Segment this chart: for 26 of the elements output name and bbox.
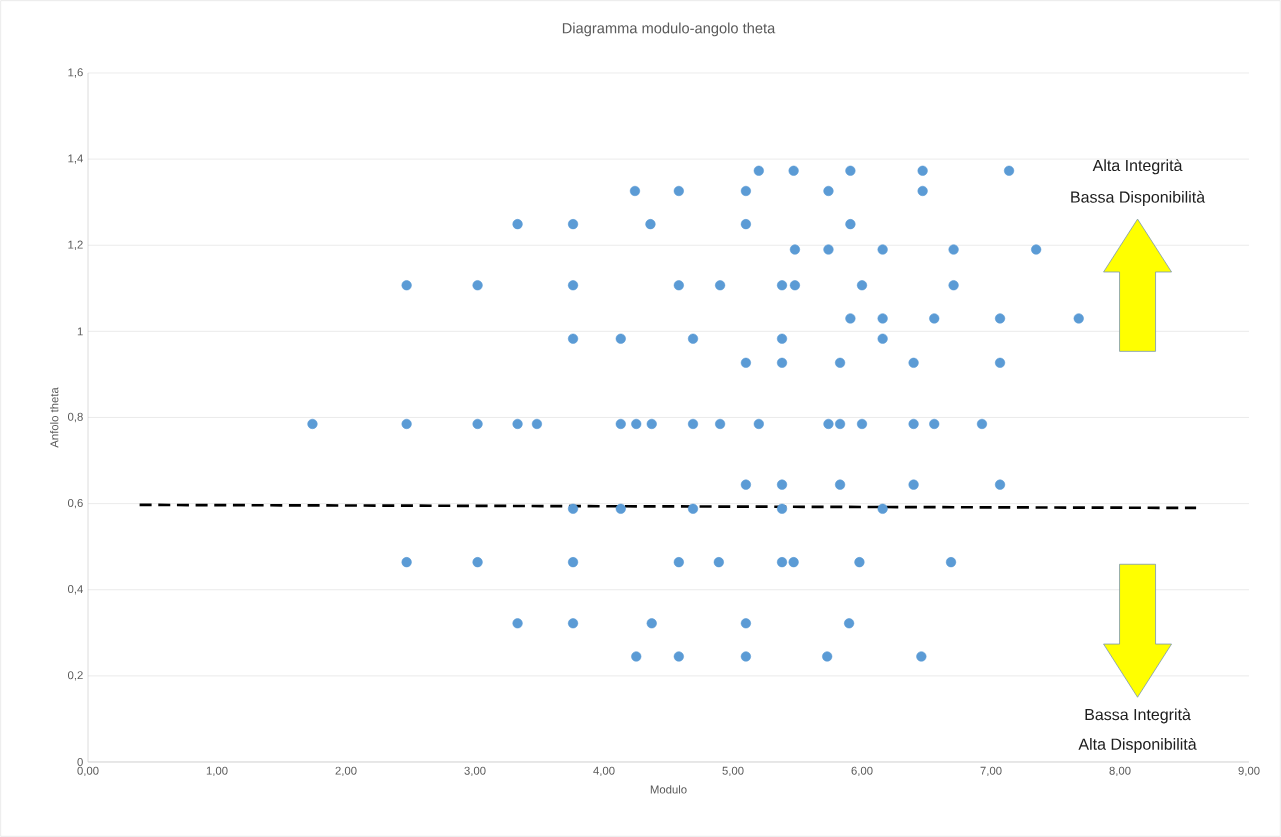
y-tick-label: 0,8 bbox=[67, 412, 83, 423]
y-tick-label: 0 bbox=[77, 757, 83, 766]
y-tick-label: 1,4 bbox=[68, 154, 83, 164]
annotation: Bassa Disponibilità bbox=[1071, 190, 1206, 206]
x-tick-label: 5,00 bbox=[722, 766, 744, 777]
x-tick-label: 1,00 bbox=[206, 766, 228, 777]
y-tick-label: 0,6 bbox=[67, 498, 83, 509]
x-tick-label: 3,00 bbox=[464, 766, 486, 777]
x-tick-label: 0,00 bbox=[77, 766, 99, 777]
chart-title: Diagramma modulo-angolo theta bbox=[562, 22, 776, 37]
y-tick-label: 1,2 bbox=[68, 240, 83, 250]
y-tick-label: 1,6 bbox=[68, 68, 83, 78]
y-tick-label: 0,4 bbox=[67, 585, 83, 595]
annotation: Alta Integrità bbox=[1092, 159, 1183, 175]
y-tick-label: 0,2 bbox=[67, 671, 83, 681]
x-tick-label: 8,00 bbox=[1109, 766, 1131, 777]
x-tick-label: 9,00 bbox=[1238, 766, 1260, 777]
y-axis-title: Anfolo theta bbox=[50, 387, 59, 448]
x-tick-label: 4,00 bbox=[593, 766, 615, 777]
x-tick-label: 6,00 bbox=[851, 766, 873, 777]
x-tick-label: 7,00 bbox=[980, 766, 1002, 777]
x-tick-label: 2,00 bbox=[335, 766, 357, 777]
x-axis-title: Modulo bbox=[650, 785, 687, 794]
y-tick-label: 1 bbox=[77, 327, 83, 336]
annotation: Bassa Integrità bbox=[1085, 708, 1191, 724]
annotation: Alta Disponibilità bbox=[1078, 737, 1197, 753]
